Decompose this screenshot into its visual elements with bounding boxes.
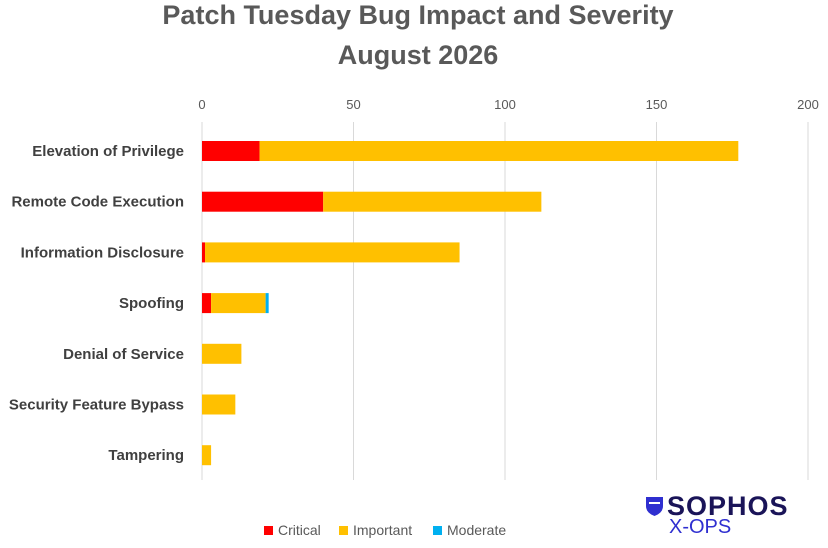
x-tick-label: 50 [346,97,360,112]
legend: Critical Important Moderate [264,522,506,538]
bar-important-0 [259,141,739,161]
category-label: Tampering [108,447,184,464]
chart-title: Patch Tuesday Bug Impact and Severity Au… [162,0,673,70]
chart-title-line-2: August 2026 [338,40,499,70]
brand-name: SOPHOS [667,491,789,521]
gridlines [201,122,809,480]
category-label: Security Feature Bypass [9,397,184,414]
bar-important-6 [202,445,212,466]
x-tick-label: 200 [797,97,819,112]
sophos-logo: SOPHOS X-OPS [646,491,789,538]
bar-critical-0 [202,141,260,161]
bar-important-3 [211,293,266,314]
x-tick-label: 150 [646,97,668,112]
sophos-shield-icon [646,497,663,516]
category-label: Spoofing [119,295,184,312]
legend-label-moderate: Moderate [447,522,506,538]
bar-critical-3 [202,293,212,314]
legend-swatch-moderate [433,526,442,535]
legend-swatch-important [339,526,348,535]
legend-swatch-critical [264,526,273,535]
chart-title-line-1: Patch Tuesday Bug Impact and Severity [162,0,673,30]
x-axis-ticks: 0 50 100 150 200 [198,97,818,112]
x-tick-label: 0 [198,97,205,112]
bar-important-5 [202,394,236,415]
bars [202,141,739,466]
legend-label-important: Important [353,522,412,538]
category-label: Elevation of Privilege [32,143,184,160]
category-label: Information Disclosure [21,244,184,261]
brand-sub: X-OPS [669,516,731,538]
bar-critical-1 [202,191,324,212]
bar-moderate-3 [265,293,269,314]
bar-important-4 [202,343,242,364]
x-tick-label: 100 [494,97,516,112]
legend-label-critical: Critical [278,522,321,538]
bar-critical-2 [202,242,206,263]
category-labels: Elevation of Privilege Remote Code Execut… [9,143,184,464]
category-label: Denial of Service [63,346,184,363]
category-label: Remote Code Execution [11,194,184,211]
bar-important-1 [323,191,542,212]
bar-important-2 [205,242,460,263]
